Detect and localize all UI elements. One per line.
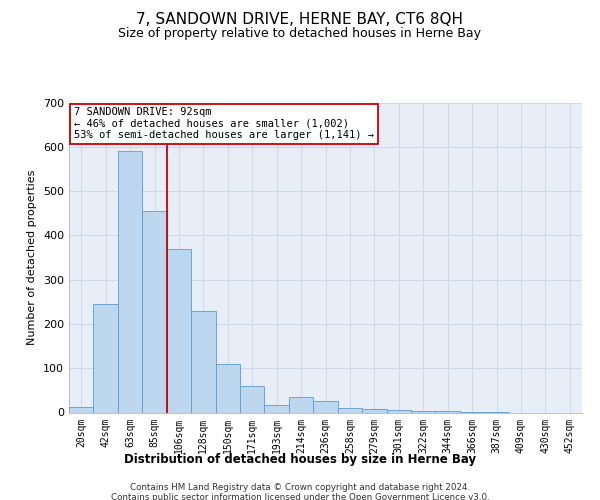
Bar <box>338 408 362 412</box>
Bar <box>167 248 191 412</box>
Bar <box>142 211 167 412</box>
Bar <box>411 410 436 412</box>
Bar <box>240 386 265 412</box>
Text: 7 SANDOWN DRIVE: 92sqm
← 46% of detached houses are smaller (1,002)
53% of semi-: 7 SANDOWN DRIVE: 92sqm ← 46% of detached… <box>74 107 374 140</box>
Bar <box>386 410 411 412</box>
Bar <box>265 404 289 412</box>
Bar <box>94 304 118 412</box>
Text: 7, SANDOWN DRIVE, HERNE BAY, CT6 8QH: 7, SANDOWN DRIVE, HERNE BAY, CT6 8QH <box>137 12 464 28</box>
Text: Size of property relative to detached houses in Herne Bay: Size of property relative to detached ho… <box>119 28 482 40</box>
Text: Distribution of detached houses by size in Herne Bay: Distribution of detached houses by size … <box>124 452 476 466</box>
Text: Contains public sector information licensed under the Open Government Licence v3: Contains public sector information licen… <box>110 492 490 500</box>
Bar <box>118 151 142 412</box>
Bar <box>69 407 94 412</box>
Y-axis label: Number of detached properties: Number of detached properties <box>28 170 37 345</box>
Bar <box>215 364 240 412</box>
Text: Contains HM Land Registry data © Crown copyright and database right 2024.: Contains HM Land Registry data © Crown c… <box>130 482 470 492</box>
Bar <box>313 402 338 412</box>
Bar <box>436 411 460 412</box>
Bar <box>191 310 215 412</box>
Bar <box>362 409 386 412</box>
Bar <box>289 397 313 412</box>
